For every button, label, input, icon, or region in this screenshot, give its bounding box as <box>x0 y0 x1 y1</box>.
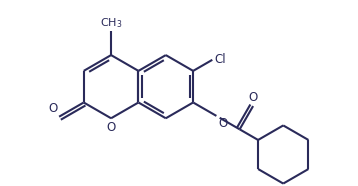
Text: Cl: Cl <box>214 53 226 66</box>
Text: O: O <box>248 91 258 104</box>
Text: O: O <box>106 121 116 134</box>
Text: CH$_3$: CH$_3$ <box>100 16 122 30</box>
Text: O: O <box>48 102 58 115</box>
Text: O: O <box>218 118 227 131</box>
